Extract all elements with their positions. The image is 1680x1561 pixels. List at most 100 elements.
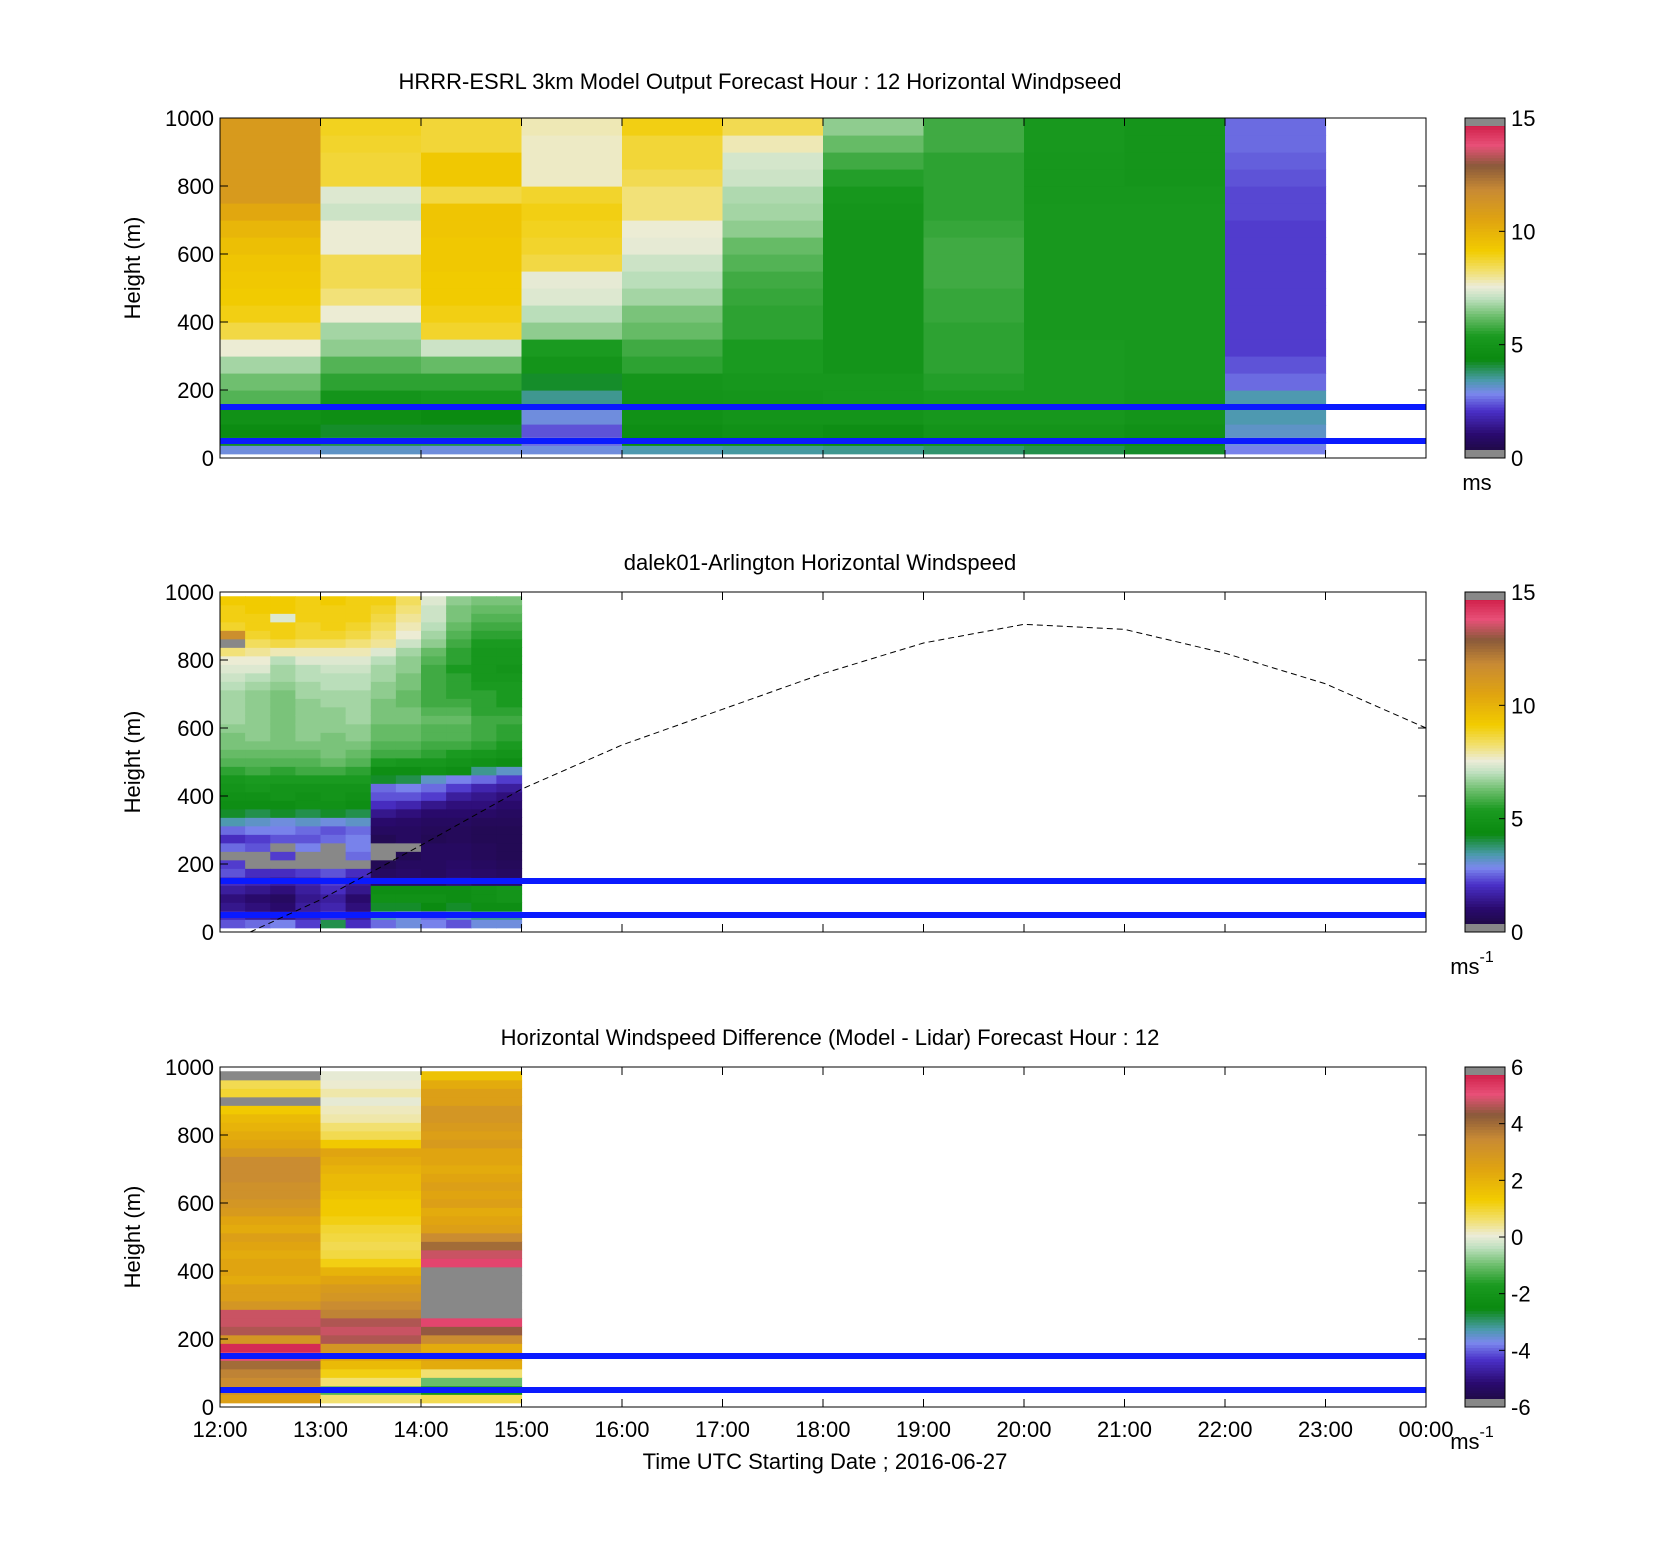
heatmap-cell xyxy=(1024,373,1126,391)
heatmap-cell xyxy=(220,390,322,408)
colorbar-segment xyxy=(1465,759,1505,763)
heatmap-cell xyxy=(320,902,347,912)
colorbar-segment xyxy=(1465,1239,1505,1244)
colorbar-segment xyxy=(1465,807,1505,811)
heatmap-cell xyxy=(521,407,623,425)
colorbar-segment xyxy=(1465,1203,1505,1207)
heatmap-cell xyxy=(521,152,623,170)
colorbar-segment xyxy=(1465,793,1505,797)
heatmap-cell xyxy=(320,885,347,895)
colorbar-segment xyxy=(1465,1225,1505,1229)
heatmap-cell xyxy=(1124,152,1226,170)
heatmap-cell xyxy=(446,732,472,742)
colorbar-segment xyxy=(1465,818,1505,822)
heatmap-cell xyxy=(446,757,472,767)
heatmap-cell xyxy=(421,715,447,725)
colorbar-segment xyxy=(1465,384,1505,388)
heatmap-cell xyxy=(220,1198,322,1208)
heatmap-cell xyxy=(270,638,296,648)
heatmap-cell xyxy=(220,919,246,929)
heatmap-cell xyxy=(421,1360,523,1370)
heatmap-cell xyxy=(245,783,271,793)
heatmap-cell xyxy=(421,271,523,289)
colorbar-segment xyxy=(1465,446,1505,450)
heatmap-cell xyxy=(446,672,472,682)
heatmap-cell xyxy=(220,757,246,767)
heatmap-cell xyxy=(345,638,372,648)
heatmap-cell xyxy=(345,647,372,657)
heatmap-cell xyxy=(421,791,447,801)
colorbar-segment xyxy=(1465,302,1505,306)
colorbar-segment xyxy=(1465,412,1505,416)
heatmap-cell xyxy=(1225,373,1327,391)
colorbar-segment xyxy=(1465,781,1505,786)
heatmap-cell xyxy=(270,664,296,674)
heatmap-cell xyxy=(295,723,322,733)
heatmap-cell xyxy=(320,638,347,648)
colorbar-segment xyxy=(1465,398,1505,402)
heatmap-cell xyxy=(270,613,296,623)
heatmap-cell xyxy=(395,698,422,708)
heatmap-cell xyxy=(220,1283,322,1293)
colorbar-segment xyxy=(1465,872,1505,876)
heatmap-cell xyxy=(320,791,347,801)
boundary-layer-curve xyxy=(249,623,1427,933)
heatmap-cell xyxy=(395,681,422,691)
heatmap-cell xyxy=(395,757,422,767)
colorbar-segment xyxy=(1465,367,1505,371)
colorbar-segment xyxy=(1465,313,1505,317)
colorbar-segment xyxy=(1465,293,1505,297)
heatmap-cell xyxy=(421,664,447,674)
heatmap-cell xyxy=(295,681,322,691)
colorbar-segment xyxy=(1465,883,1505,888)
colorbar-tick-label: 0 xyxy=(1511,920,1523,945)
colorbar-segment xyxy=(1465,194,1505,198)
heatmap-cell xyxy=(345,842,372,852)
colorbar-segment xyxy=(1465,855,1505,859)
heatmap-cell xyxy=(320,681,347,691)
heatmap-cell xyxy=(395,783,422,793)
heatmap-cell xyxy=(722,407,824,425)
heatmap-cell xyxy=(496,766,523,776)
x-axis-ticks xyxy=(219,592,1427,932)
heatmap-cell xyxy=(923,169,1025,187)
heatmap-cell xyxy=(220,766,246,776)
heatmap-cell xyxy=(1124,322,1226,340)
heatmap-cell xyxy=(370,706,397,716)
heatmap-cell xyxy=(421,757,447,767)
colorbar-segment xyxy=(1465,711,1505,715)
heatmap-cell xyxy=(270,783,296,793)
heatmap-cell xyxy=(622,288,724,306)
heatmap-cell xyxy=(345,774,372,784)
colorbar-segment xyxy=(1465,889,1505,893)
panel-model: HRRR-ESRL 3km Model Output Forecast Hour… xyxy=(120,69,1535,495)
colorbar-segment xyxy=(1465,915,1505,919)
heatmap-cell xyxy=(320,1181,422,1191)
heatmap-cell xyxy=(295,817,322,827)
heatmap-cell xyxy=(496,681,523,691)
colorbar-segment xyxy=(1465,245,1505,249)
colorbar-segment xyxy=(1465,1273,1505,1278)
heatmap-cell xyxy=(220,791,246,801)
heatmap-cell xyxy=(471,791,497,801)
y-tick-label: 0 xyxy=(202,920,214,945)
heatmap-cell xyxy=(471,689,497,699)
heatmap-cell xyxy=(220,1071,322,1081)
heatmap-cell xyxy=(1024,271,1126,289)
heatmap-cell xyxy=(395,732,422,742)
heatmap-cell xyxy=(395,749,422,759)
heatmap-cell xyxy=(245,740,271,750)
colorbar-segment xyxy=(1465,912,1505,916)
colorbar-segment xyxy=(1465,1268,1505,1272)
colorbar-segment xyxy=(1465,356,1505,360)
colorbar-segment xyxy=(1465,183,1505,187)
heatmap-cell xyxy=(421,596,447,606)
heatmap-cell xyxy=(395,740,422,750)
heatmap-cell xyxy=(446,681,472,691)
colorbar-segment xyxy=(1465,694,1505,698)
heatmap-cell xyxy=(421,1139,523,1149)
colorbar-segment xyxy=(1465,643,1505,647)
heatmap-cell xyxy=(245,604,271,614)
heatmap-cell xyxy=(1225,254,1327,272)
colorbar-segment xyxy=(1465,813,1505,817)
